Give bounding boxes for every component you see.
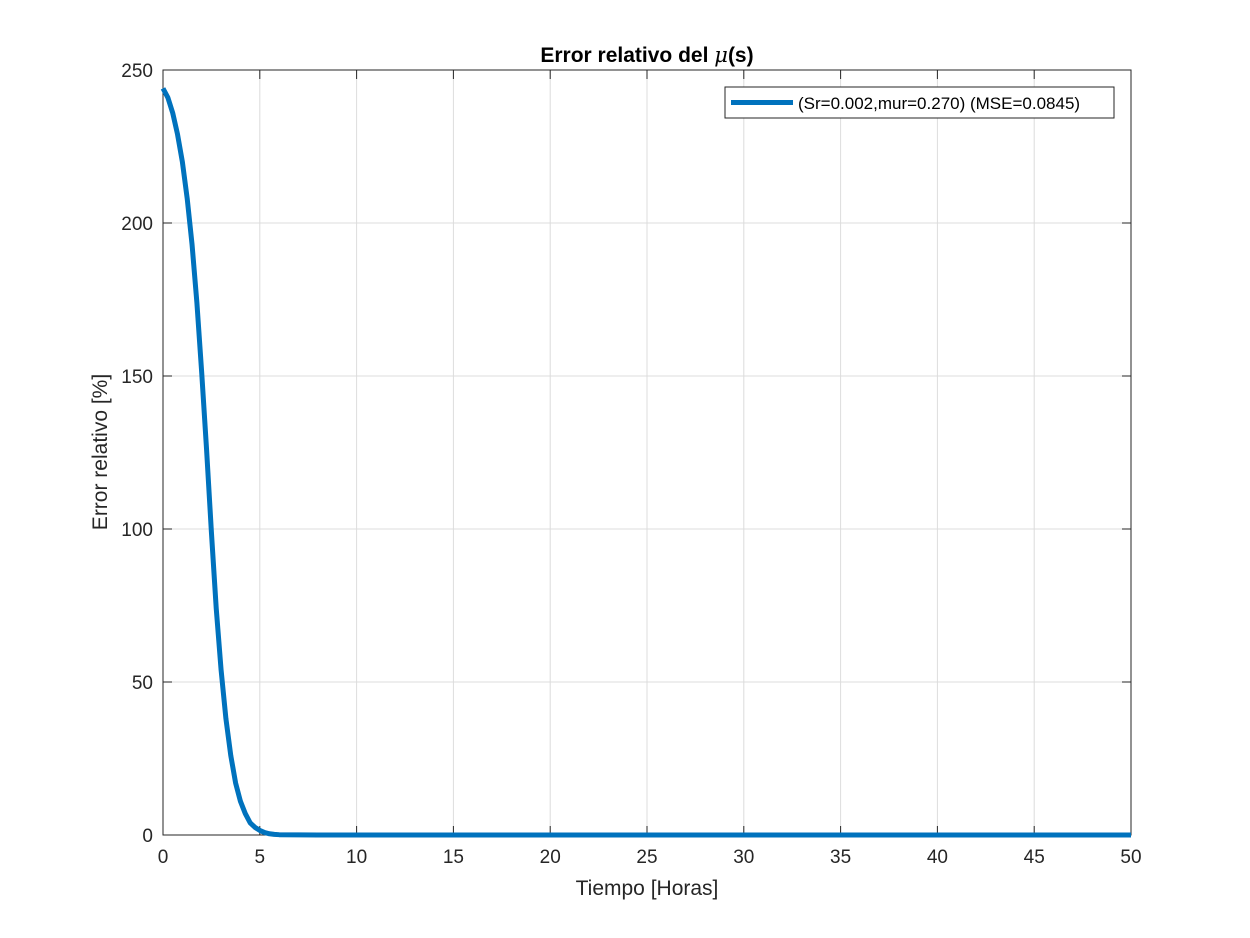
series-layer	[160, 87, 1131, 838]
y-tick-label: 0	[142, 826, 153, 847]
x-axis-label: Tiempo [Horas]	[576, 877, 719, 900]
y-tick-label: 50	[132, 673, 153, 694]
title-suffix: (s)	[728, 44, 754, 67]
x-tick-label: 0	[158, 847, 169, 868]
title-symbol: μ	[714, 43, 728, 67]
y-ticks: 0 50 100 150 200 250	[121, 61, 1131, 847]
x-tick-label: 25	[636, 847, 657, 868]
legend-entry-label: (Sr=0.002,mur=0.270) (MSE=0.0845)	[798, 94, 1080, 113]
x-tick-label: 45	[1024, 847, 1045, 868]
x-tick-label: 10	[346, 847, 367, 868]
x-tick-label: 30	[733, 847, 754, 868]
legend: (Sr=0.002,mur=0.270) (MSE=0.0845)	[724, 86, 1115, 119]
x-tick-label: 5	[255, 847, 266, 868]
series-line	[160, 87, 1131, 838]
chart-title: Error relativo del μ(s)	[540, 43, 753, 67]
x-tick-label: 40	[927, 847, 948, 868]
x-tick-label: 35	[830, 847, 851, 868]
y-tick-label: 100	[121, 520, 153, 541]
x-tick-label: 20	[540, 847, 561, 868]
y-tick-label: 200	[121, 214, 153, 235]
y-axis-label: Error relativo [%]	[89, 374, 112, 530]
title-prefix: Error relativo del	[540, 44, 714, 67]
x-tick-label: 50	[1120, 847, 1141, 868]
y-tick-label: 150	[121, 367, 153, 388]
x-ticks: 0 5 10 15 20 25 30 35 40 45 50	[158, 70, 1142, 868]
y-tick-label: 250	[121, 61, 153, 82]
x-tick-label: 15	[443, 847, 464, 868]
